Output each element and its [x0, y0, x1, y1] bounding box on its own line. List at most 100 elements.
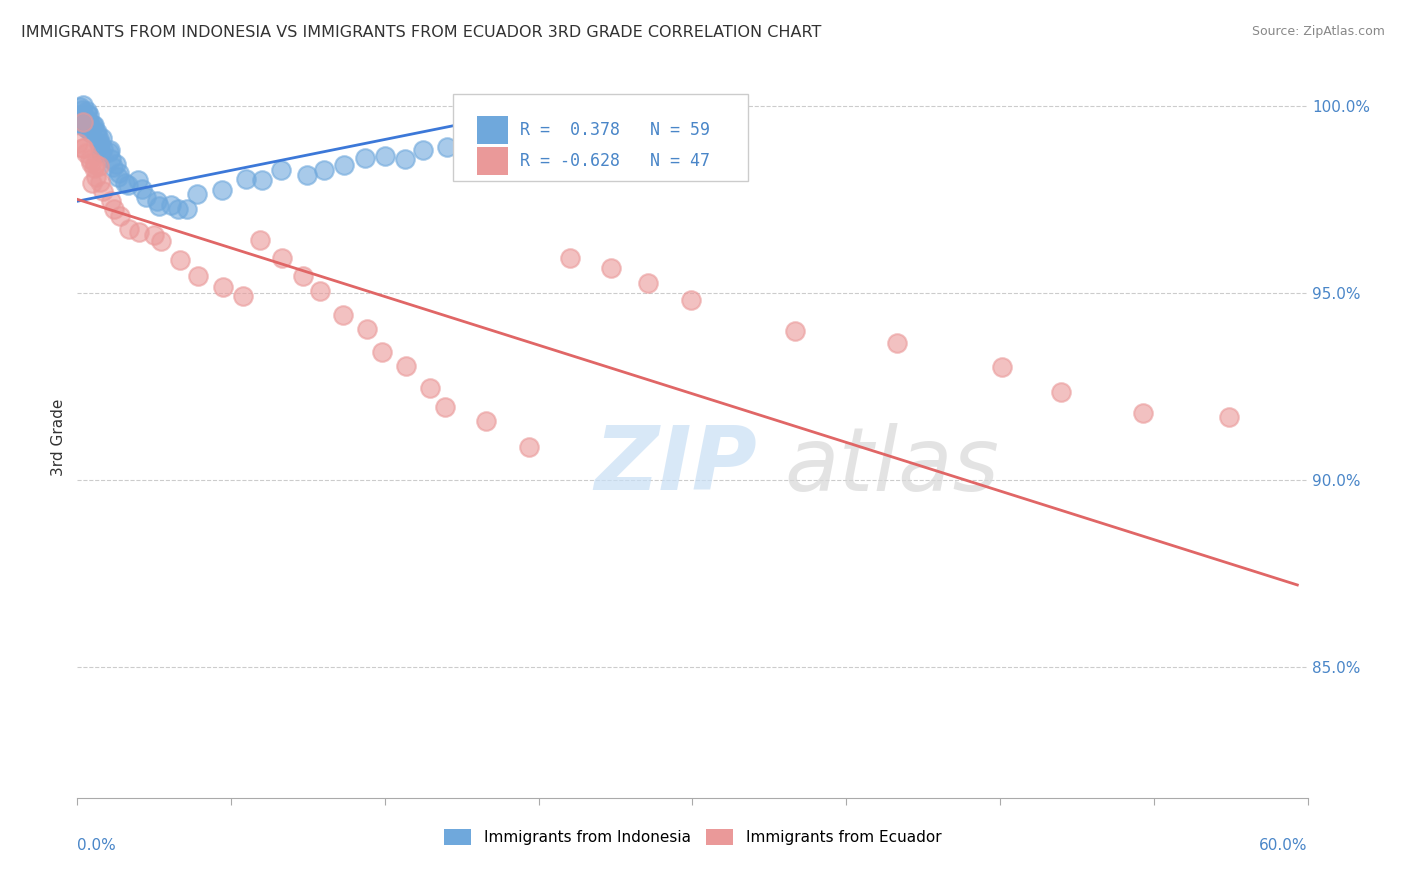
Point — [108, 166, 131, 180]
Point — [76, 107, 98, 121]
Point — [91, 131, 114, 145]
Point — [72, 114, 94, 128]
Point — [679, 293, 702, 307]
Text: R =  0.378   N = 59: R = 0.378 N = 59 — [520, 121, 710, 139]
Point — [148, 199, 170, 213]
Point — [169, 253, 191, 268]
Point — [412, 143, 434, 157]
Point — [72, 110, 94, 124]
Point — [89, 136, 111, 150]
Point — [370, 344, 392, 359]
Point — [135, 190, 157, 204]
Point — [142, 228, 165, 243]
Point — [72, 103, 94, 117]
Point — [67, 108, 90, 122]
Point — [79, 153, 101, 167]
Point — [80, 156, 103, 170]
Point — [73, 118, 96, 132]
Point — [84, 126, 107, 140]
Point — [100, 153, 122, 167]
Point — [75, 121, 97, 136]
Bar — [477, 116, 508, 144]
Text: IMMIGRANTS FROM INDONESIA VS IMMIGRANTS FROM ECUADOR 3RD GRADE CORRELATION CHART: IMMIGRANTS FROM INDONESIA VS IMMIGRANTS … — [21, 25, 821, 40]
Point — [84, 157, 107, 171]
Point — [295, 168, 318, 182]
Point — [475, 414, 498, 428]
Point — [79, 126, 101, 140]
Point — [270, 163, 292, 178]
Point — [70, 115, 93, 129]
Text: R = -0.628   N = 47: R = -0.628 N = 47 — [520, 152, 710, 170]
Point — [98, 143, 121, 157]
Text: 60.0%: 60.0% — [1260, 838, 1308, 853]
Point — [1050, 384, 1073, 399]
Point — [186, 186, 208, 201]
Point — [72, 98, 94, 112]
Point — [271, 252, 294, 266]
Point — [87, 136, 110, 151]
Point — [87, 159, 110, 173]
Point — [235, 172, 257, 186]
Point — [82, 118, 104, 132]
Point — [76, 112, 98, 126]
Point — [176, 202, 198, 216]
Point — [76, 120, 98, 135]
Point — [90, 145, 112, 159]
Point — [149, 234, 172, 248]
Point — [128, 225, 150, 239]
Point — [395, 359, 418, 373]
Legend: Immigrants from Indonesia, Immigrants from Ecuador: Immigrants from Indonesia, Immigrants fr… — [444, 829, 941, 845]
Point — [212, 280, 235, 294]
Point — [83, 161, 105, 175]
Point — [292, 268, 315, 283]
Point — [374, 149, 396, 163]
Point — [249, 233, 271, 247]
Point — [89, 175, 111, 189]
Point — [167, 202, 190, 216]
Point — [101, 160, 124, 174]
Point — [356, 321, 378, 335]
Point — [75, 145, 97, 160]
Point — [211, 183, 233, 197]
Point — [394, 152, 416, 166]
Point — [436, 140, 458, 154]
Point — [419, 381, 441, 395]
Point — [93, 184, 115, 198]
Point — [354, 151, 377, 165]
Point — [118, 222, 141, 236]
Bar — [477, 147, 508, 175]
Point — [67, 136, 90, 151]
Text: 0.0%: 0.0% — [77, 838, 117, 853]
Point — [103, 202, 125, 216]
Point — [991, 359, 1014, 374]
Point — [83, 119, 105, 133]
Point — [72, 141, 94, 155]
Point — [114, 176, 136, 190]
Point — [69, 117, 91, 131]
Point — [105, 156, 128, 170]
Point — [107, 170, 129, 185]
Point — [72, 141, 94, 155]
Point — [77, 115, 100, 129]
Point — [100, 194, 122, 209]
Point — [84, 170, 107, 185]
Text: Source: ZipAtlas.com: Source: ZipAtlas.com — [1251, 25, 1385, 38]
Point — [98, 145, 121, 160]
Point — [560, 252, 582, 266]
Point — [886, 335, 908, 350]
Y-axis label: 3rd Grade: 3rd Grade — [51, 399, 66, 475]
Point — [785, 324, 807, 338]
FancyBboxPatch shape — [453, 94, 748, 180]
Point — [131, 181, 153, 195]
Point — [517, 440, 540, 454]
Point — [333, 157, 356, 171]
Point — [600, 260, 623, 275]
Point — [434, 400, 457, 414]
Point — [312, 163, 335, 178]
Point — [127, 172, 149, 186]
Point — [86, 125, 108, 139]
Point — [117, 178, 139, 192]
Point — [332, 308, 354, 322]
Point — [187, 268, 209, 283]
Point — [1218, 410, 1240, 425]
